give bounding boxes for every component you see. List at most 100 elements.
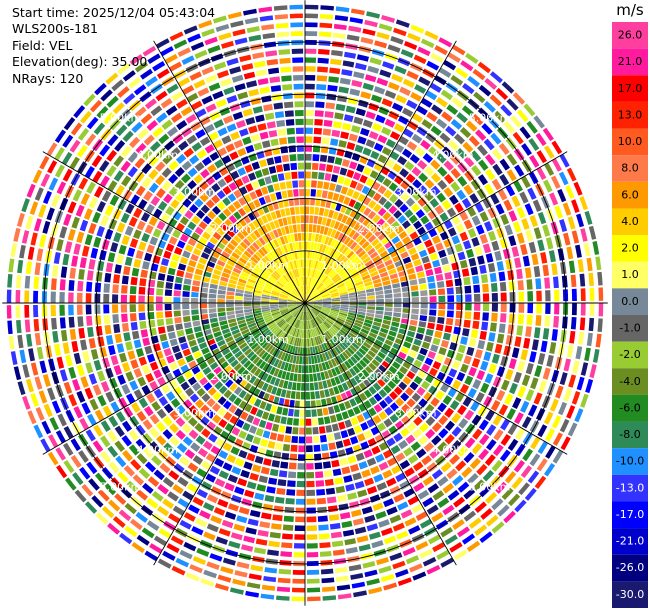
gate-cell (173, 297, 181, 303)
gate-cell (208, 433, 218, 443)
gate-cell (367, 437, 377, 447)
gate-cell (319, 13, 334, 20)
ring-label: 4.00km (137, 444, 179, 457)
gate-cell (345, 446, 354, 456)
gate-cell (144, 345, 153, 355)
gate-cell (252, 305, 261, 309)
gate-cell (553, 289, 560, 302)
gate-cell (230, 359, 239, 368)
gate-cell (135, 511, 148, 523)
gate-cell (512, 92, 526, 105)
gate-cell (273, 219, 280, 229)
gate-cell (570, 274, 577, 288)
gate-cell (411, 166, 422, 177)
gate-cell (238, 128, 249, 137)
gate-cell (407, 495, 420, 506)
gate-cell (121, 435, 132, 447)
gate-cell (112, 304, 119, 314)
gate-cell (195, 209, 206, 219)
gate-cell (415, 541, 429, 551)
gate-cell (399, 203, 409, 213)
gate-cell (275, 209, 282, 219)
gate-cell (306, 471, 315, 479)
gate-cell (272, 327, 280, 335)
gate-cell (584, 347, 591, 362)
gate-cell (239, 325, 249, 332)
gate-cell (222, 185, 232, 195)
gate-cell (298, 180, 305, 188)
gate-cell (257, 336, 266, 345)
gate-cell (299, 277, 303, 286)
gate-cell (498, 271, 506, 282)
gate-cell (233, 523, 246, 532)
gate-cell (203, 382, 213, 392)
gate-cell (394, 198, 404, 208)
gate-cell (334, 157, 343, 166)
gate-cell (388, 330, 397, 337)
gate-cell (316, 372, 322, 381)
gate-cell (268, 540, 280, 548)
gate-cell (166, 274, 175, 283)
gate-cell (269, 262, 277, 270)
gate-cell (479, 264, 487, 274)
gate-cell (359, 392, 368, 402)
gate-cell (70, 122, 83, 136)
gate-cell (281, 190, 288, 199)
gate-cell (313, 305, 322, 309)
gate-cell (463, 451, 475, 464)
gate-cell (317, 216, 323, 225)
gate-cell (249, 244, 257, 253)
gate-cell (305, 188, 311, 197)
gate-cell (347, 286, 356, 292)
gate-cell (95, 325, 103, 336)
gate-cell (296, 328, 300, 338)
gate-cell (321, 307, 331, 311)
gate-cell (341, 69, 353, 77)
gate-cell (312, 278, 317, 288)
gate-cell (323, 226, 329, 236)
gate-cell (217, 307, 226, 313)
gate-cell (154, 247, 164, 257)
gate-cell (498, 142, 510, 155)
gate-cell (362, 561, 376, 569)
gate-cell (265, 213, 273, 222)
gate-cell (338, 342, 347, 351)
gate-cell (245, 80, 258, 88)
gate-cell (327, 359, 334, 369)
gate-cell (195, 242, 205, 251)
gate-cell (408, 325, 417, 332)
gate-cell (221, 135, 232, 145)
gate-cell (155, 161, 166, 172)
gate-cell (255, 538, 268, 546)
colorbar-swatch (612, 528, 648, 555)
gate-cell (200, 251, 210, 260)
gate-cell (239, 274, 248, 281)
gate-cell (303, 311, 305, 321)
gate-cell (464, 311, 472, 320)
gate-cell (292, 224, 298, 233)
gate-cell (280, 389, 287, 398)
gate-cell (417, 159, 428, 170)
gate-cell (472, 320, 480, 330)
gate-cell (341, 382, 349, 391)
gate-cell (308, 356, 312, 365)
gate-cell (227, 474, 238, 484)
gate-cell (354, 281, 364, 287)
gate-cell (351, 272, 360, 279)
colorbar-swatch (612, 554, 648, 582)
gate-cell (255, 188, 263, 198)
gate-cell (257, 321, 266, 327)
gate-cell (208, 308, 217, 314)
gate-cell (482, 293, 490, 302)
gate-cell (365, 284, 374, 290)
gate-cell (142, 482, 154, 494)
gate-cell (349, 88, 361, 97)
gate-cell (108, 415, 119, 428)
gate-cell (413, 54, 427, 65)
colorbar-tick-label: -13.0 (616, 481, 644, 494)
gate-cell (312, 346, 316, 355)
gate-cell (389, 514, 402, 524)
gate-cell (362, 356, 371, 365)
gate-cell (419, 410, 429, 420)
gate-cell (338, 314, 347, 319)
